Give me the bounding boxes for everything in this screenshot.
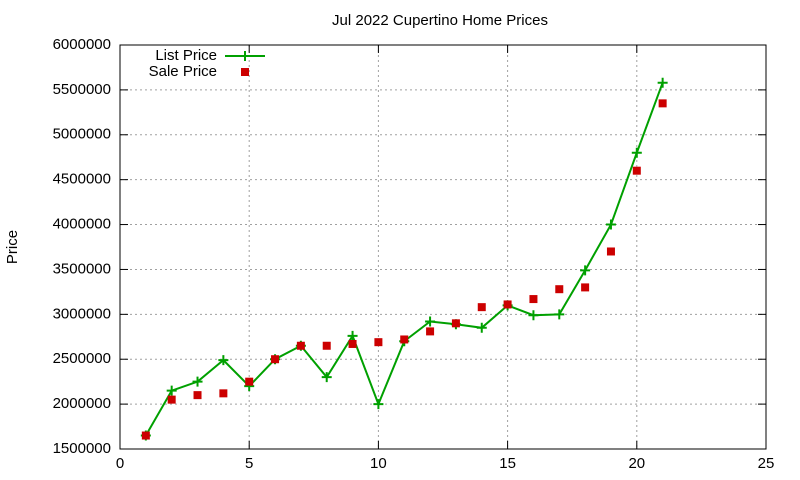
- y-tick-label: 2500000: [53, 350, 111, 367]
- x-tick-label: 25: [758, 455, 775, 472]
- data-point: [529, 295, 538, 304]
- data-point: [580, 265, 591, 276]
- data-point: [219, 389, 228, 398]
- data-point: [245, 377, 254, 386]
- data-point: [476, 322, 487, 333]
- data-point: [193, 391, 202, 400]
- legend-swatch: [240, 51, 250, 61]
- y-tick-label: 5500000: [53, 81, 111, 98]
- series-line: [144, 82, 664, 437]
- data-point: [271, 355, 280, 364]
- legend-label: List Price: [155, 47, 217, 64]
- data-point: [400, 335, 409, 344]
- x-tick-label: 20: [628, 455, 645, 472]
- x-tick-label: 15: [499, 455, 516, 472]
- data-point: [374, 338, 383, 347]
- data-point: [528, 310, 539, 321]
- data-point: [658, 99, 667, 108]
- data-point: [425, 316, 436, 327]
- y-tick-label: 4500000: [53, 171, 111, 188]
- data-point: [632, 166, 641, 175]
- data-point: [166, 385, 177, 396]
- data-point: [348, 339, 357, 348]
- data-point: [322, 341, 331, 350]
- legend-label: Sale Price: [149, 63, 217, 80]
- data-point: [296, 341, 305, 350]
- y-tick-label: 1500000: [53, 440, 111, 457]
- data-point: [605, 219, 616, 230]
- data-point: [426, 327, 435, 336]
- y-tick-label: 2000000: [53, 395, 111, 412]
- data-point: [321, 372, 332, 383]
- data-point: [451, 319, 460, 328]
- y-axis-label: Price: [4, 230, 21, 264]
- data-point: [141, 431, 150, 440]
- data-point: [581, 283, 590, 292]
- data-point: [554, 309, 565, 320]
- data-point: [192, 376, 203, 387]
- data-point: [503, 300, 512, 309]
- legend-swatch: [241, 68, 249, 76]
- y-tick-label: 5000000: [53, 126, 111, 143]
- x-tick-label: 10: [370, 455, 387, 472]
- plot-border: [119, 44, 767, 450]
- x-tick-label: 5: [245, 455, 253, 472]
- data-point: [373, 399, 384, 410]
- y-tick-label: 4000000: [53, 216, 111, 233]
- data-point: [477, 303, 486, 312]
- data-point: [631, 147, 642, 158]
- chart-title: Jul 2022 Cupertino Home Prices: [332, 12, 548, 29]
- y-tick-label: 3000000: [53, 305, 111, 322]
- data-point: [606, 247, 615, 256]
- x-tick-label: 0: [116, 455, 124, 472]
- y-tick-label: 6000000: [53, 36, 111, 53]
- data-point: [555, 285, 564, 294]
- y-tick-label: 3500000: [53, 260, 111, 277]
- data-point: [657, 77, 668, 88]
- data-point: [167, 395, 176, 404]
- data-point: [347, 330, 358, 341]
- data-point: [218, 355, 229, 366]
